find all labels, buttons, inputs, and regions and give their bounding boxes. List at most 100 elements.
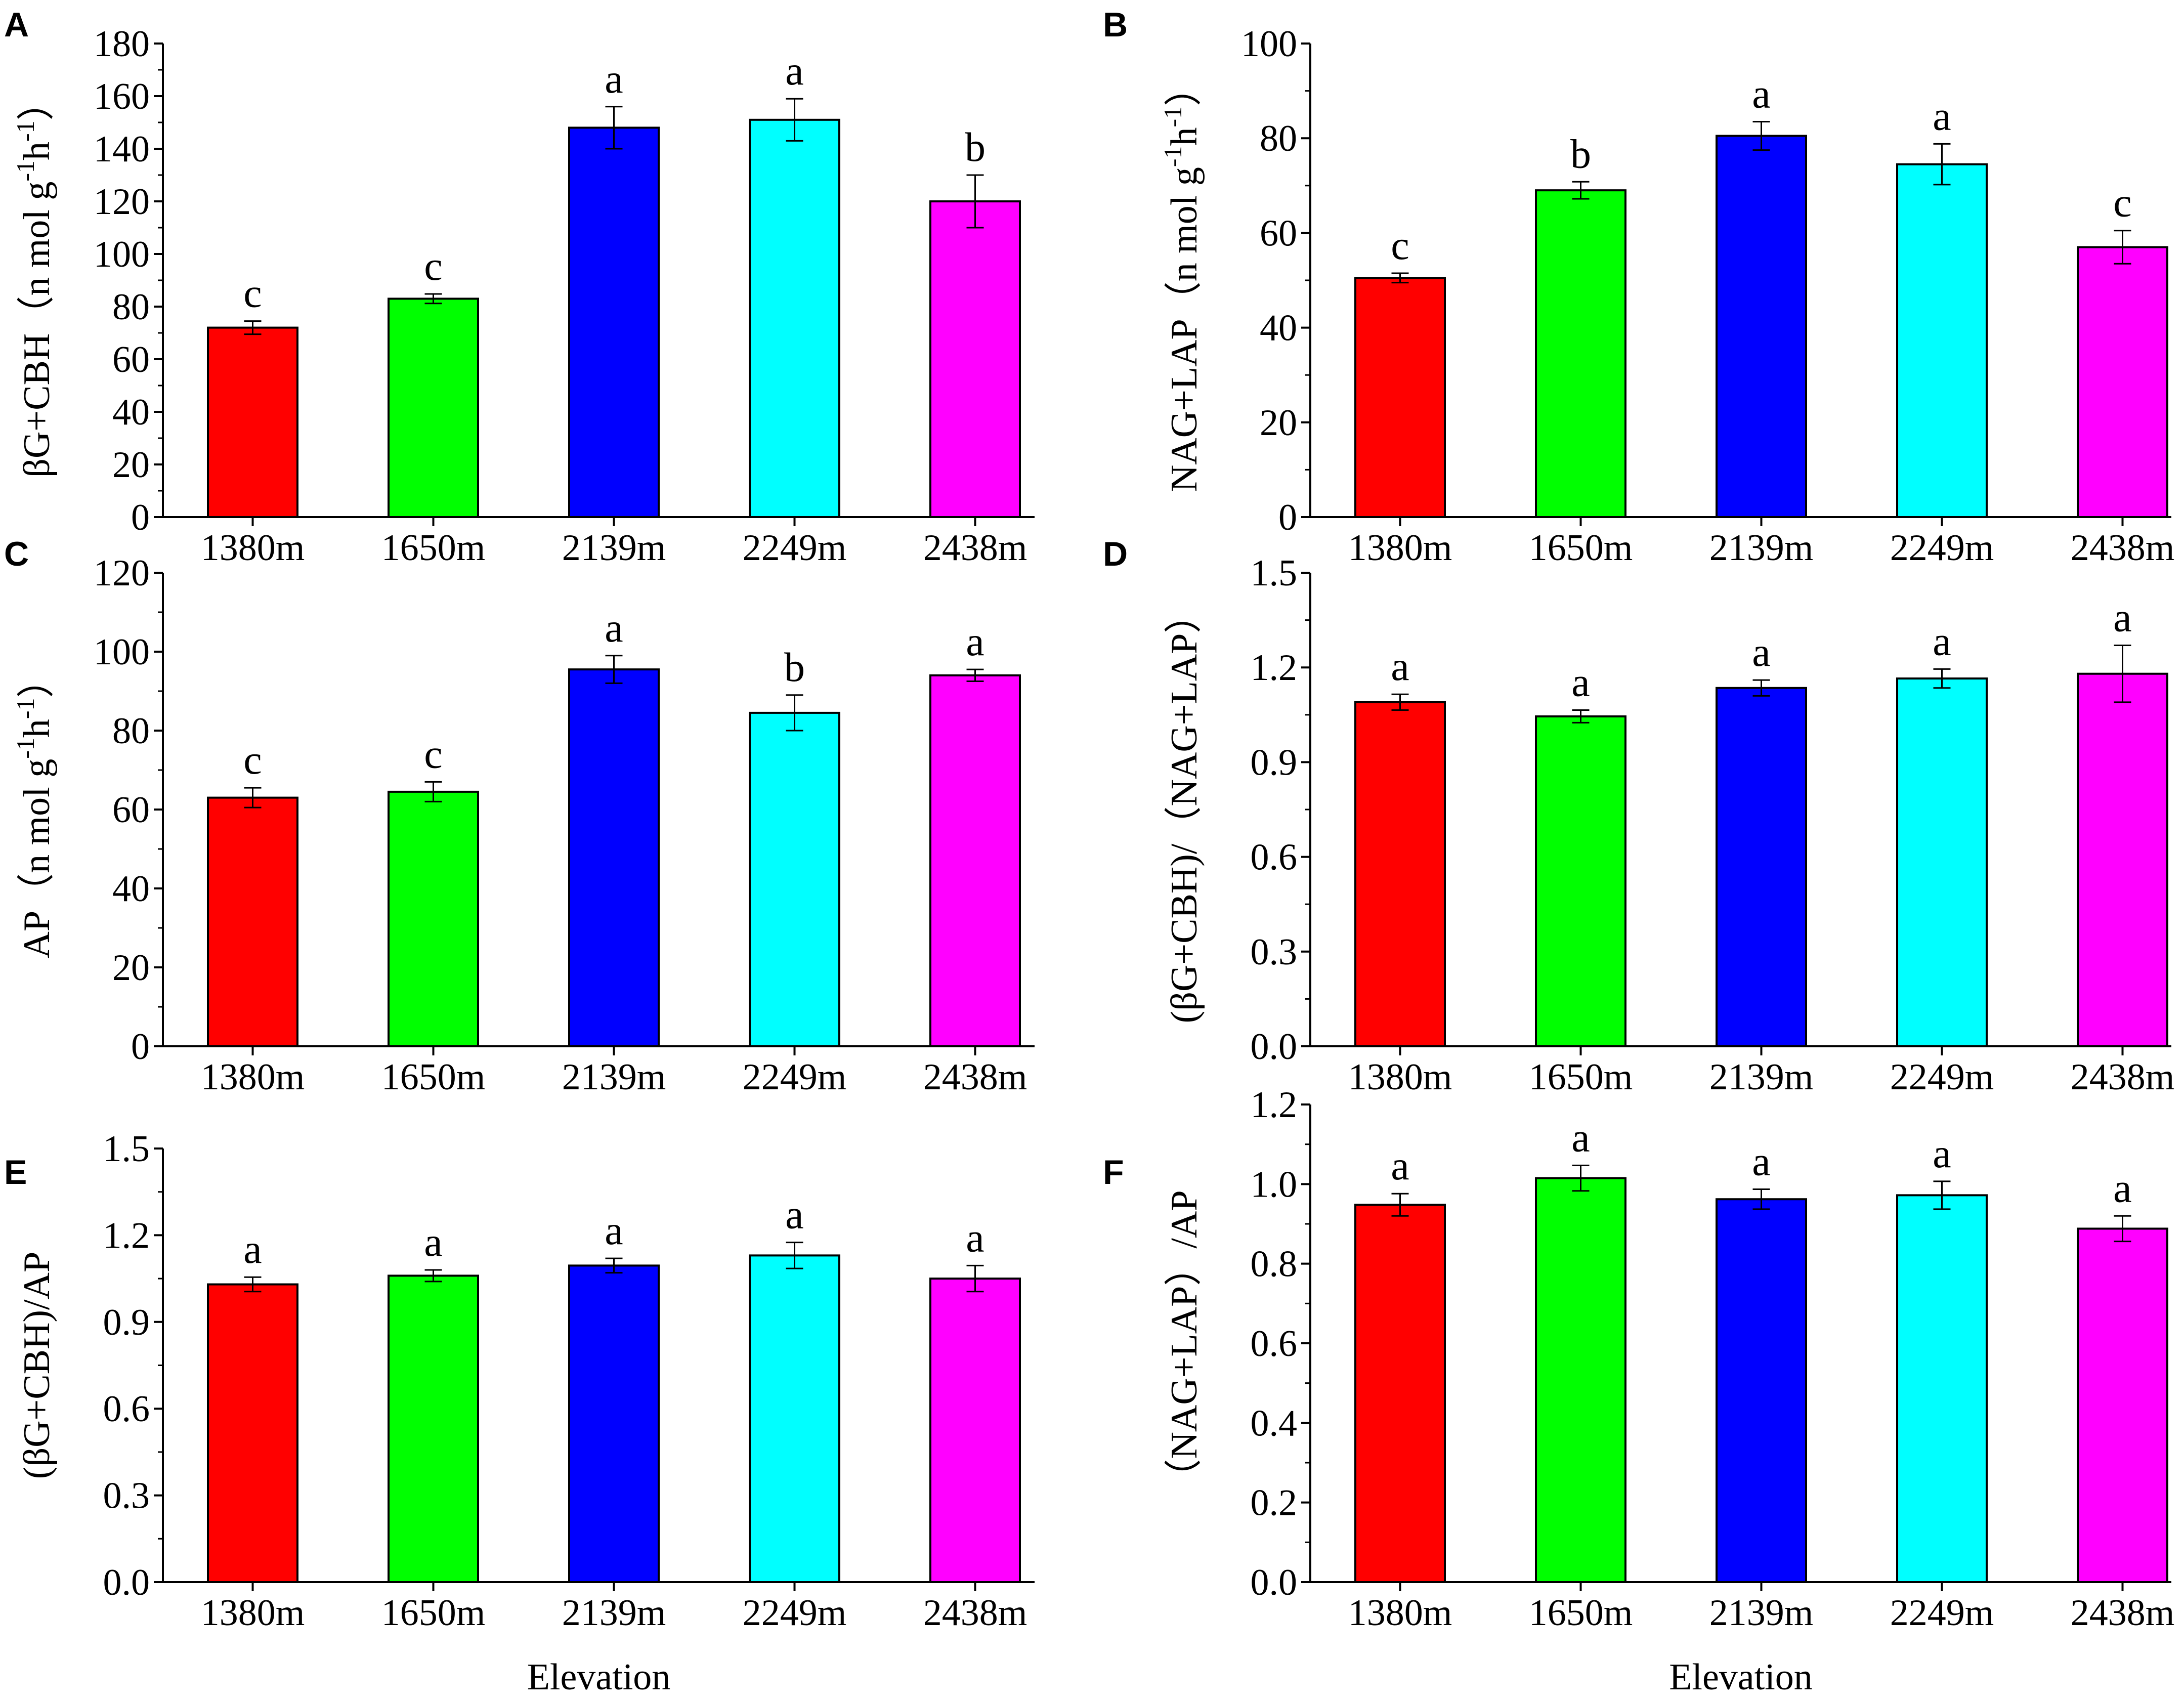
category-label: 2438m bbox=[2071, 527, 2175, 569]
bar bbox=[568, 668, 660, 1047]
significance-label: a bbox=[966, 1214, 984, 1260]
category-label: 2438m bbox=[923, 1592, 1027, 1634]
bar bbox=[207, 326, 298, 518]
y-axis-label-superscript: -1 bbox=[11, 120, 39, 142]
significance-label: a bbox=[1391, 643, 1409, 689]
y-tick-label: 120 bbox=[94, 552, 150, 594]
y-tick-label: 100 bbox=[94, 631, 150, 673]
bar bbox=[207, 796, 298, 1047]
category-label: 2249m bbox=[743, 1592, 847, 1634]
significance-label: a bbox=[424, 1219, 442, 1265]
bar bbox=[1716, 687, 1807, 1047]
panel-d: Da 1380m a 1650m a 2139m a 2249m a 2438m 0.0 0.3 0.6… bbox=[1103, 535, 2174, 1098]
panel-c: Cc 1380m c 1650m a 2139m b 2249m a 2438m 0 20 40 60 80… bbox=[4, 535, 1035, 1098]
significance-label: a bbox=[966, 618, 984, 664]
panel-letter: F bbox=[1103, 1153, 1124, 1192]
significance-label: a bbox=[1752, 1138, 1770, 1184]
significance-label: a bbox=[243, 1226, 262, 1272]
significance-label: a bbox=[605, 56, 623, 102]
y-tick-label: 0.0 bbox=[103, 1562, 150, 1603]
bar bbox=[1354, 277, 1446, 518]
bar bbox=[207, 1283, 298, 1583]
significance-label: a bbox=[1752, 70, 1770, 116]
y-axis-label-superscript: -1 bbox=[1159, 146, 1187, 167]
category-label: 1650m bbox=[381, 527, 486, 569]
category-label: 2139m bbox=[562, 527, 666, 569]
significance-label: a bbox=[1933, 618, 1951, 664]
category-label: 2139m bbox=[1709, 1056, 1814, 1098]
y-tick-label: 0.6 bbox=[103, 1388, 150, 1430]
bar bbox=[1896, 1194, 1988, 1584]
bar bbox=[1535, 715, 1626, 1048]
y-axis-label: (βG+CBH)/AP bbox=[16, 1252, 58, 1479]
significance-label: c bbox=[2113, 180, 2131, 226]
bar bbox=[388, 790, 479, 1048]
y-axis-label: βG+CBH（n mol g-1h-1） bbox=[11, 83, 58, 477]
category-label: 1650m bbox=[381, 1056, 486, 1098]
panel-e: Ea 1380m a 1650m a 2139m a 2249m a 2438m 0.0 0.3 0.6… bbox=[4, 1128, 1035, 1698]
bar bbox=[2077, 1227, 2168, 1583]
category-label: 2438m bbox=[923, 1056, 1027, 1098]
y-tick-label: 1.0 bbox=[1251, 1164, 1298, 1205]
y-tick-label: 0 bbox=[1278, 497, 1297, 538]
y-tick-label: 1.2 bbox=[1251, 1084, 1298, 1126]
bar bbox=[388, 297, 479, 519]
y-axis-label: AP（n mol g-1h-1） bbox=[11, 660, 58, 958]
y-tick-label: 100 bbox=[1241, 23, 1297, 65]
bar bbox=[1716, 135, 1807, 518]
bar bbox=[1896, 163, 1988, 518]
y-axis-label-part: h bbox=[16, 719, 58, 738]
category-label: 1380m bbox=[201, 1056, 305, 1098]
panel-letter: A bbox=[4, 6, 29, 44]
significance-label: a bbox=[605, 1207, 623, 1253]
category-label: 2139m bbox=[1709, 1592, 1814, 1634]
y-tick-label: 160 bbox=[94, 76, 150, 117]
y-axis-label: (βG+CBH)/（NAG+LAP） bbox=[1164, 596, 1205, 1024]
category-label: 2249m bbox=[1890, 1056, 1994, 1098]
y-axis-label-superscript: -1 bbox=[11, 160, 39, 182]
y-axis-label: NAG+LAP（n mol g-1h-1） bbox=[1159, 69, 1205, 492]
significance-label: a bbox=[1752, 629, 1770, 675]
y-tick-label: 0.2 bbox=[1251, 1482, 1298, 1524]
significance-label: a bbox=[2113, 1165, 2131, 1211]
y-axis-label-part: AP（n mol g bbox=[16, 759, 58, 959]
category-label: 2438m bbox=[923, 527, 1027, 569]
bar bbox=[929, 1278, 1021, 1584]
bar bbox=[388, 1274, 479, 1584]
y-tick-label: 0.4 bbox=[1251, 1402, 1298, 1444]
y-axis-label-part: h bbox=[16, 142, 58, 160]
y-tick-label: 1.5 bbox=[1251, 552, 1298, 594]
panel-letter: B bbox=[1103, 6, 1128, 44]
significance-label: b bbox=[965, 124, 986, 170]
y-tick-label: 60 bbox=[1260, 212, 1297, 254]
y-axis-label: （NAG+LAP）/AP bbox=[1164, 1190, 1205, 1496]
y-axis-label-superscript: -1 bbox=[1159, 106, 1187, 127]
category-label: 2249m bbox=[743, 1056, 847, 1098]
y-tick-label: 80 bbox=[1260, 118, 1297, 159]
category-label: 2139m bbox=[562, 1056, 666, 1098]
category-label: 1380m bbox=[201, 1592, 305, 1634]
y-tick-label: 0.6 bbox=[1251, 837, 1298, 878]
bar bbox=[2077, 672, 2168, 1048]
y-axis-label-part: h bbox=[1164, 127, 1205, 146]
bar bbox=[1535, 189, 1626, 519]
y-tick-label: 120 bbox=[94, 181, 150, 223]
y-tick-label: 20 bbox=[112, 947, 150, 989]
bar bbox=[1354, 701, 1446, 1047]
significance-label: a bbox=[785, 1192, 803, 1238]
significance-label: a bbox=[1571, 1114, 1590, 1160]
y-tick-label: 0.6 bbox=[1251, 1323, 1298, 1365]
y-tick-label: 0 bbox=[131, 497, 150, 538]
panel-a: Ac 1380m c 1650m a 2139m a 2249m b 2438m 0 20 40 60 80… bbox=[4, 6, 1035, 569]
significance-label: b bbox=[784, 644, 805, 690]
bar bbox=[1716, 1198, 1807, 1583]
y-tick-label: 180 bbox=[94, 23, 150, 65]
bar bbox=[749, 118, 840, 519]
y-tick-label: 0.0 bbox=[1251, 1026, 1298, 1068]
y-tick-label: 140 bbox=[94, 129, 150, 170]
y-tick-label: 0.8 bbox=[1251, 1244, 1298, 1285]
significance-label: a bbox=[1933, 93, 1951, 139]
y-tick-label: 60 bbox=[112, 339, 150, 380]
